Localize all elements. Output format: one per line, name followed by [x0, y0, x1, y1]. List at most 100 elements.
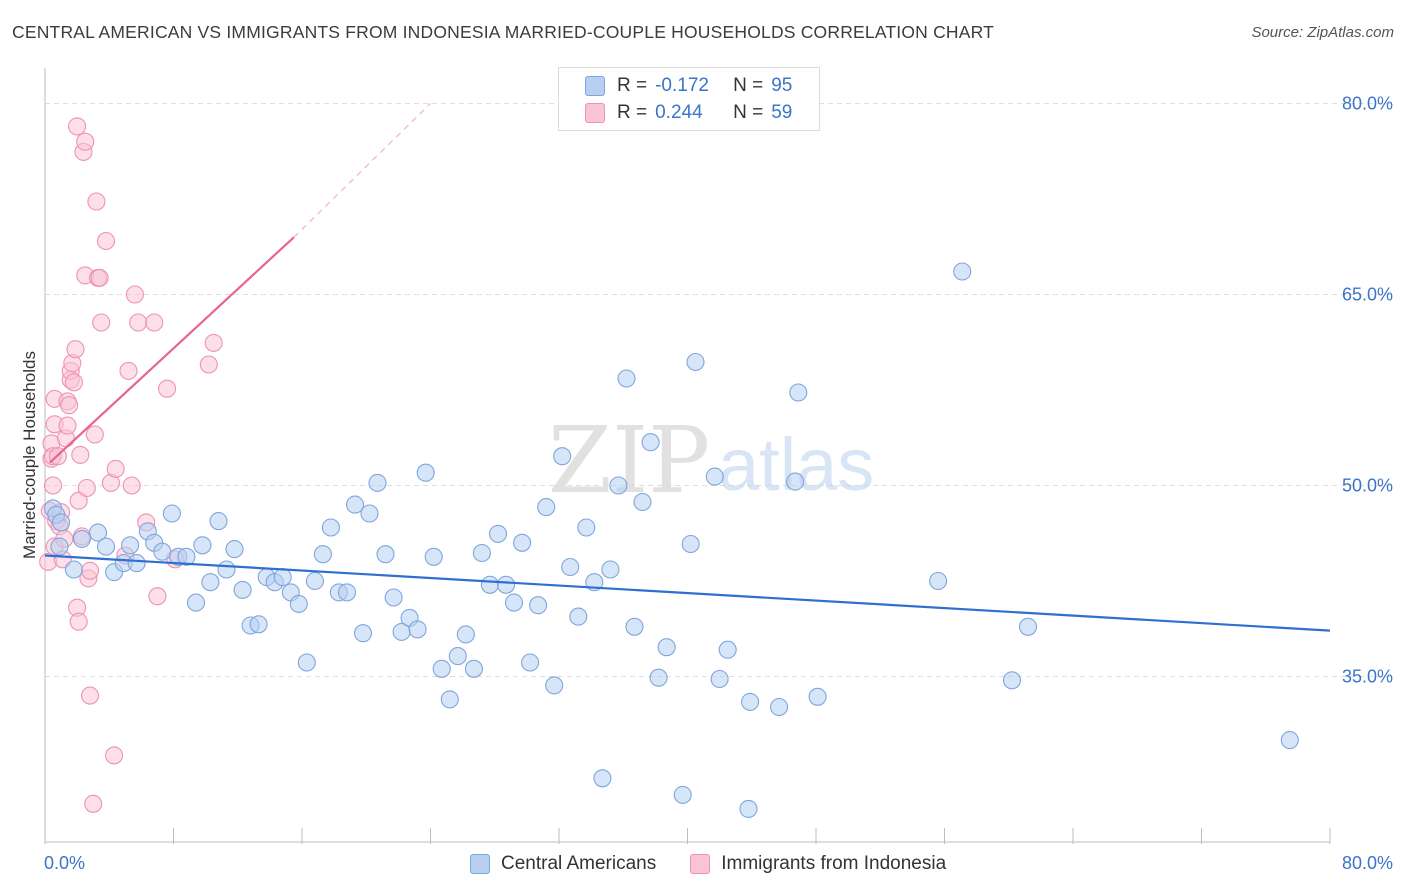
point-central-americans [353, 624, 373, 643]
point-central-americans [177, 547, 196, 566]
point-central-americans [448, 647, 467, 666]
point-central-americans [929, 571, 948, 591]
legend-r-label: R = [617, 102, 648, 123]
point-central-americans [953, 262, 972, 281]
series-legend: Central Americans Immigrants from Indone… [470, 851, 980, 877]
point-central-americans [432, 659, 451, 678]
point-central-americans [488, 524, 508, 543]
watermark-zip: ZIP [548, 407, 710, 514]
point-central-americans [209, 512, 228, 531]
legend-n-label: N = [733, 75, 764, 96]
point-indonesia [158, 379, 177, 398]
point-central-americans [416, 463, 435, 482]
point-central-americans [657, 638, 676, 657]
point-central-americans [521, 653, 540, 672]
point-central-americans [625, 617, 644, 636]
point-indonesia [60, 396, 79, 415]
point-indonesia [129, 313, 148, 332]
point-indonesia [69, 612, 88, 631]
point-central-americans [718, 640, 737, 659]
point-central-americans [225, 540, 244, 559]
point-indonesia [69, 491, 88, 510]
point-central-americans [376, 545, 395, 564]
point-central-americans [786, 472, 805, 491]
point-central-americans [673, 785, 692, 804]
point-central-americans [313, 545, 332, 564]
point-central-americans [186, 593, 206, 612]
point-central-americans [345, 495, 365, 514]
point-central-americans [88, 523, 108, 542]
point-central-americans [50, 537, 69, 556]
point-indonesia [71, 445, 90, 464]
point-central-americans [440, 690, 459, 709]
point-indonesia [119, 361, 138, 380]
point-central-americans [384, 588, 403, 607]
point-indonesia [90, 268, 109, 287]
zipatlas-watermark: ZIP atlas [548, 407, 874, 514]
y-tick-label: 65.0% [1342, 284, 1393, 304]
legend-r-label: R = [617, 75, 648, 96]
point-central-americans [641, 433, 660, 452]
point-central-americans [808, 687, 827, 706]
point-central-americans [480, 575, 499, 594]
series-legend-label: Central Americans [501, 853, 657, 874]
series-legend-label: Immigrants from Indonesia [721, 853, 947, 874]
point-indonesia [125, 285, 144, 304]
x-tick-label: 80.0% [1342, 853, 1393, 873]
point-central-americans [201, 573, 220, 592]
legend-row-indonesia: R = 0.244 N = 59 [585, 101, 792, 125]
point-central-americans [305, 571, 324, 591]
point-central-americans [649, 668, 668, 687]
point-indonesia [84, 794, 103, 813]
point-central-americans [513, 533, 532, 552]
point-indonesia [96, 231, 116, 251]
point-indonesia [43, 476, 63, 495]
point-central-americans [529, 596, 548, 615]
point-indonesia [76, 132, 95, 151]
point-central-americans [456, 625, 475, 644]
point-central-americans [545, 676, 564, 695]
point-central-americans [297, 653, 316, 672]
point-central-americans [601, 560, 620, 579]
source-credit: Source: ZipAtlas.com [1251, 24, 1394, 41]
point-indonesia [122, 476, 141, 495]
series-central-americans-points [43, 262, 1299, 818]
point-central-americans [249, 615, 268, 634]
point-indonesia [145, 313, 164, 332]
point-central-americans [464, 659, 483, 678]
point-central-americans [289, 594, 308, 613]
point-central-americans [593, 769, 612, 788]
legend-n-label: N = [733, 102, 764, 123]
point-indonesia [92, 313, 111, 332]
point-indonesia [199, 355, 218, 374]
point-central-americans [72, 529, 91, 548]
series-indonesia-points [39, 117, 223, 813]
point-central-americans [162, 504, 181, 523]
trend-lines [44, 103, 1331, 632]
point-central-americans [561, 557, 580, 577]
trend-extension-indonesia [293, 103, 431, 238]
point-central-americans [705, 467, 724, 486]
point-central-americans [217, 560, 236, 579]
point-indonesia [68, 117, 87, 136]
legend-r-value: 0.244 [655, 102, 703, 123]
y-axis-label-group: Married-couple Households [20, 351, 39, 559]
point-indonesia [87, 192, 106, 211]
stats-legend: R = -0.172 N = 95 R = 0.244 N = 59 [558, 67, 820, 131]
point-central-americans [710, 669, 729, 689]
point-indonesia [80, 686, 100, 705]
point-indonesia [105, 746, 124, 765]
point-indonesia [85, 425, 104, 444]
point-central-americans [64, 560, 83, 579]
series-legend-swatch-blue [470, 854, 490, 874]
point-indonesia [66, 340, 85, 359]
trend-line-indonesia [49, 236, 295, 464]
point-central-americans [127, 554, 146, 573]
point-central-americans [273, 568, 292, 587]
point-central-americans [577, 518, 596, 537]
tick-labels: 35.0% 50.0% 65.0% 80.0% 0.0% 80.0% [44, 93, 1393, 873]
point-central-americans [633, 492, 652, 512]
point-indonesia [64, 373, 83, 392]
watermark-atlas: atlas [718, 423, 874, 506]
point-central-americans [553, 447, 572, 466]
